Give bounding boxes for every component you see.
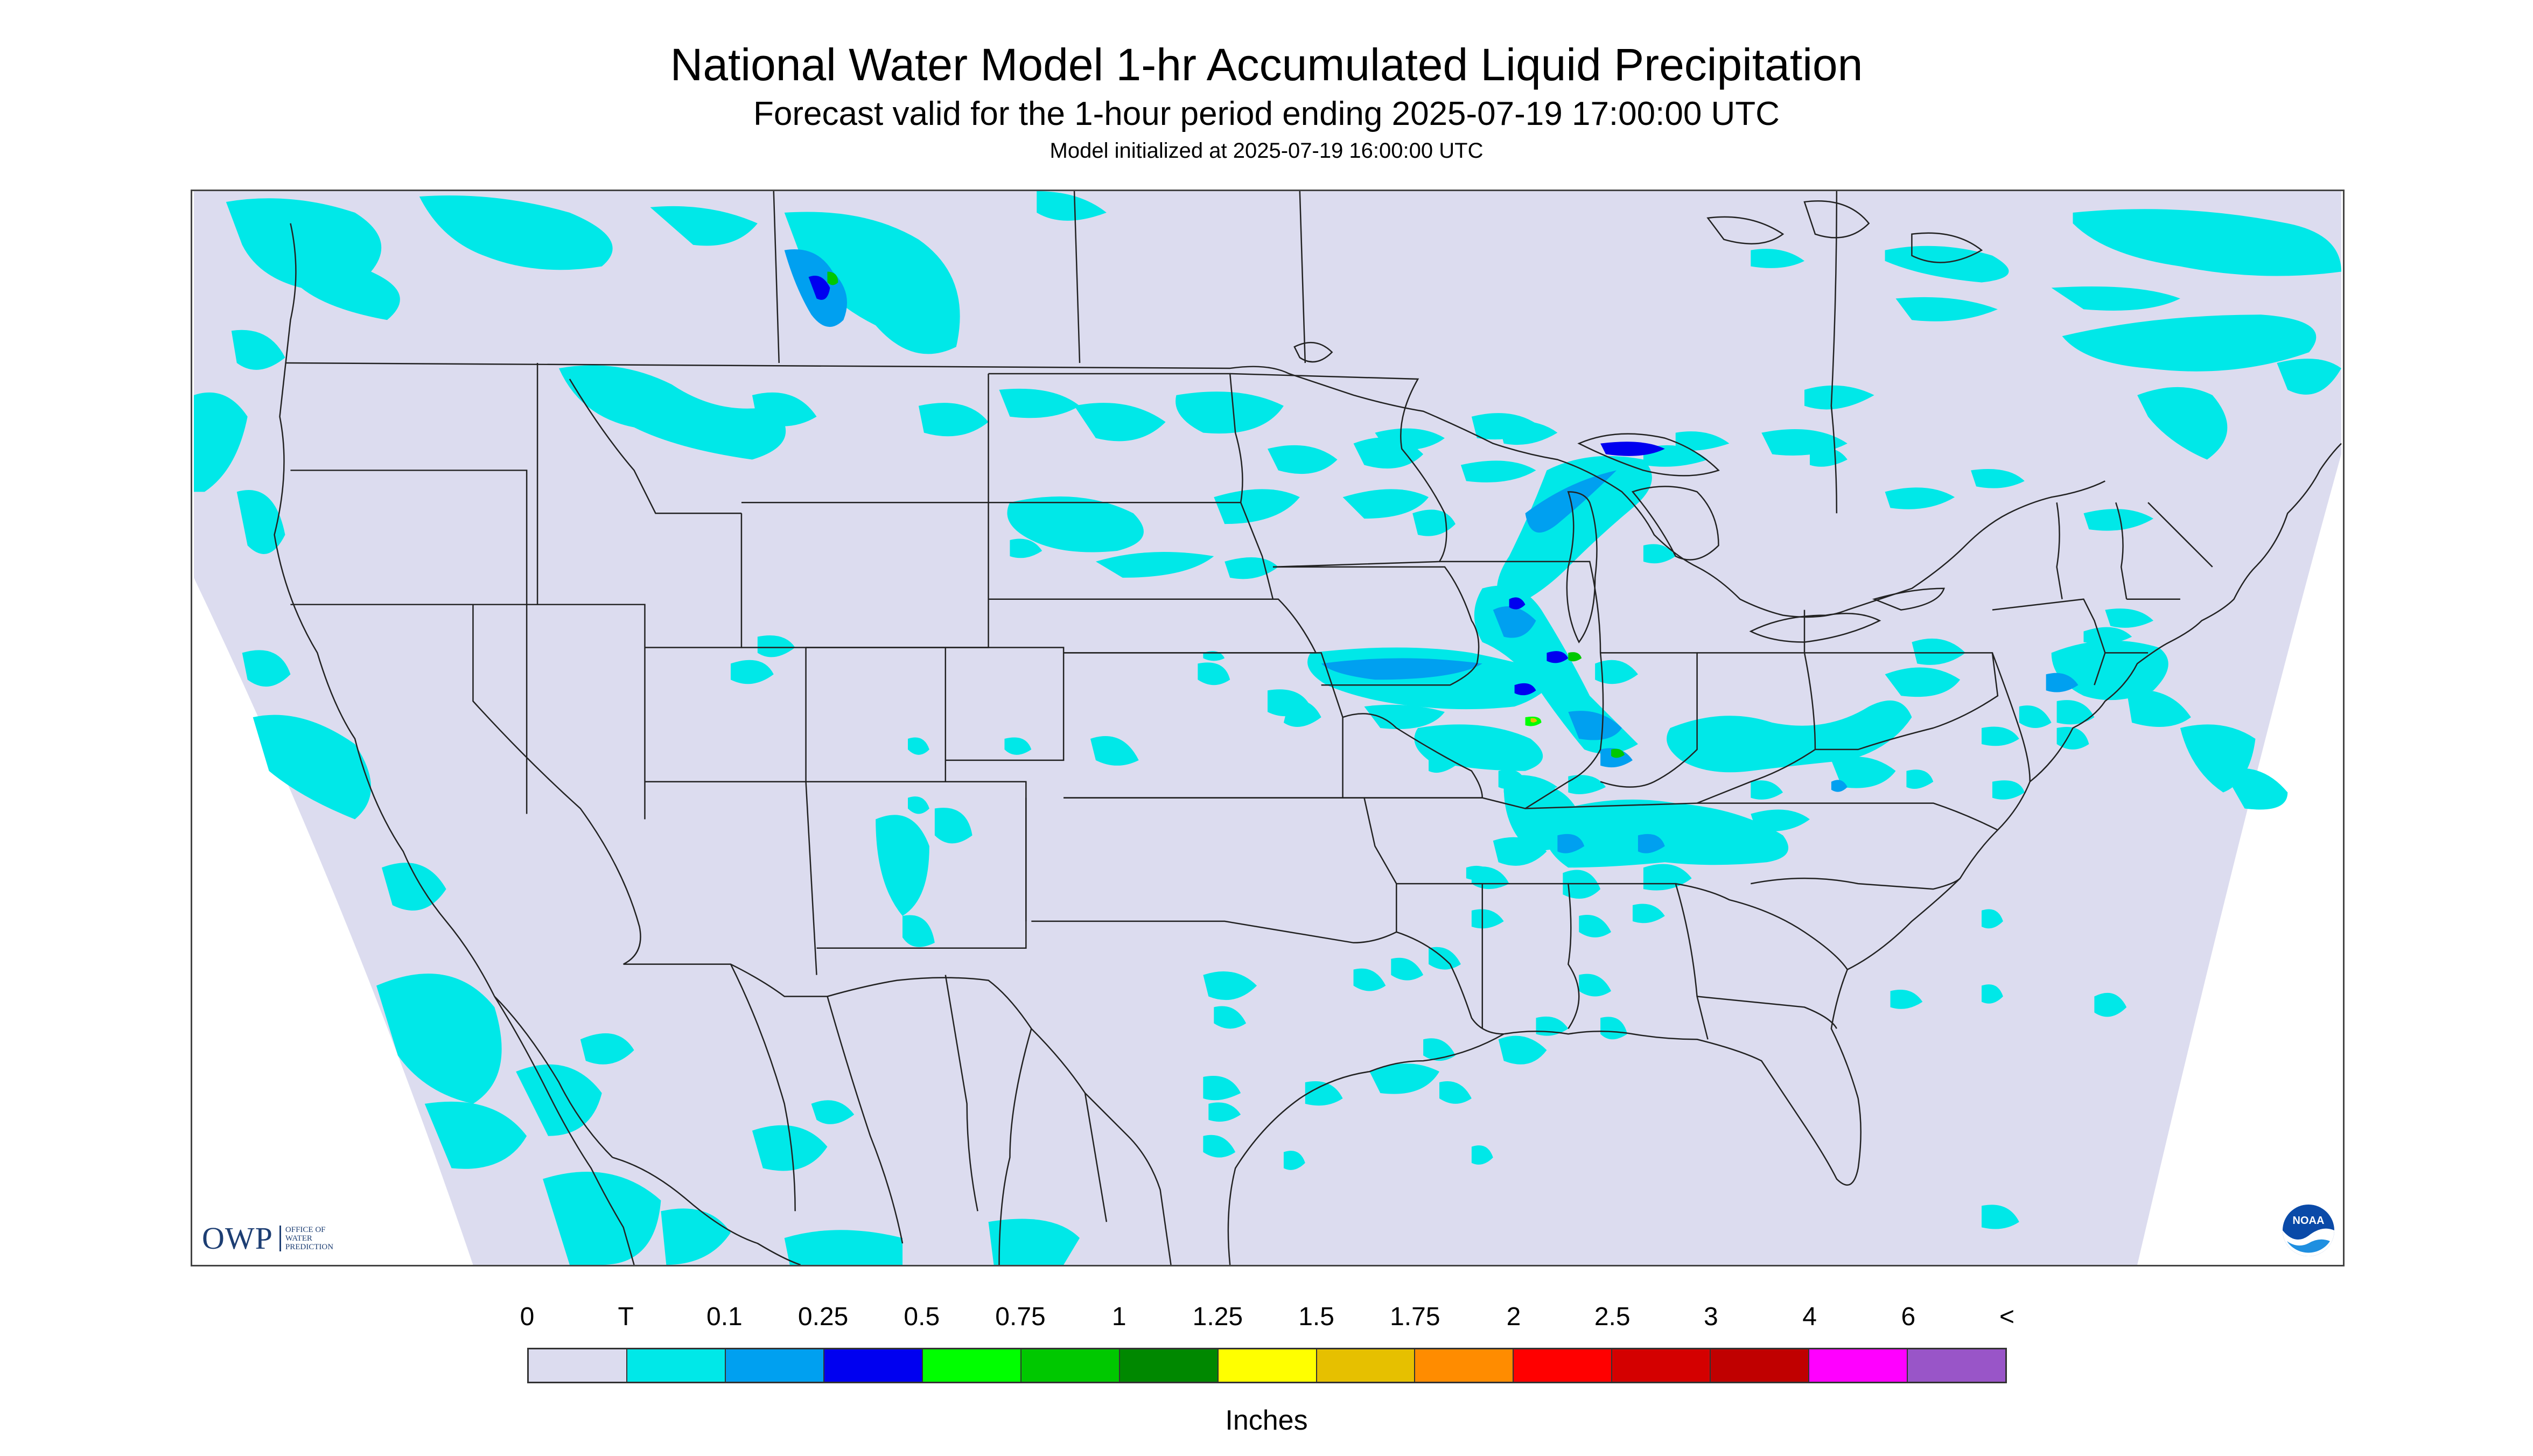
legend-swatch bbox=[1021, 1349, 1120, 1382]
noaa-logo-text: NOAA bbox=[2293, 1215, 2325, 1227]
owp-subtitle-line-1: OFFICE OF bbox=[285, 1225, 326, 1234]
legend-label: 2.5 bbox=[1594, 1303, 1631, 1331]
legend-label: 0.75 bbox=[995, 1303, 1046, 1331]
precip-field bbox=[194, 191, 2341, 1265]
noaa-logo-icon: NOAA bbox=[2283, 1205, 2334, 1256]
legend-swatch bbox=[1908, 1349, 2006, 1382]
model-init-line: Model initialized at 2025-07-19 16:00:00… bbox=[1049, 139, 1484, 163]
legend-labels: 0 T 0.1 0.25 0.5 0.75 1 1.25 1.5 1.75 2 2.5 3 4 6 < bbox=[520, 1302, 2014, 1334]
legend-swatch bbox=[1119, 1349, 1219, 1382]
legend-swatch bbox=[1711, 1349, 1810, 1382]
model-domain bbox=[194, 191, 2341, 1265]
precipitation-map: OWP OFFICE OF WATER PREDICTION NOAA bbox=[191, 190, 2345, 1266]
legend-swatch bbox=[1809, 1349, 1908, 1382]
legend-label: T bbox=[618, 1303, 634, 1331]
legend-label: 1 bbox=[1111, 1303, 1126, 1331]
legend-label: 1.25 bbox=[1192, 1303, 1243, 1331]
legend-label: 3 bbox=[1704, 1303, 1718, 1331]
legend-swatch bbox=[627, 1349, 726, 1382]
color-legend bbox=[527, 1348, 2007, 1383]
legend-swatch bbox=[725, 1349, 824, 1382]
legend-swatch bbox=[1218, 1349, 1317, 1382]
owp-logo: OWP OFFICE OF WATER PREDICTION bbox=[202, 1220, 333, 1256]
owp-subtitle-line-3: PREDICTION bbox=[285, 1242, 334, 1251]
legend-units: Inches bbox=[1225, 1405, 1308, 1436]
legend-label: < bbox=[1999, 1303, 2015, 1331]
legend-label: 0.5 bbox=[904, 1303, 940, 1331]
legend-label: 4 bbox=[1802, 1303, 1817, 1331]
owp-subtitle-line-2: WATER bbox=[285, 1234, 312, 1243]
legend-swatch bbox=[922, 1349, 1021, 1382]
legend-label: 0.1 bbox=[706, 1303, 743, 1331]
legend-label: 1.75 bbox=[1390, 1303, 1440, 1331]
legend-swatch bbox=[1612, 1349, 1711, 1382]
owp-logo-text: OWP bbox=[202, 1221, 273, 1256]
legend-label: 6 bbox=[1901, 1303, 1916, 1331]
legend-swatch bbox=[529, 1349, 627, 1382]
legend-label: 0 bbox=[520, 1303, 535, 1331]
legend-label: 1.5 bbox=[1298, 1303, 1334, 1331]
legend-swatch bbox=[824, 1349, 923, 1382]
legend-swatch bbox=[1415, 1349, 1514, 1382]
political-boundaries bbox=[274, 191, 2342, 1265]
heavy-precip-cells bbox=[784, 249, 2079, 853]
map-canvas bbox=[194, 191, 2342, 1265]
legend-label: 0.25 bbox=[797, 1303, 849, 1331]
legend-label: 2 bbox=[1506, 1303, 1521, 1331]
map-subtitle: Forecast valid for the 1-hour period end… bbox=[753, 95, 1780, 132]
owp-logo-subtitle: OFFICE OF WATER PREDICTION bbox=[279, 1225, 334, 1251]
map-title: National Water Model 1-hr Accumulated Li… bbox=[670, 39, 1863, 90]
legend-swatch bbox=[1317, 1349, 1416, 1382]
legend-swatch bbox=[1514, 1349, 1613, 1382]
